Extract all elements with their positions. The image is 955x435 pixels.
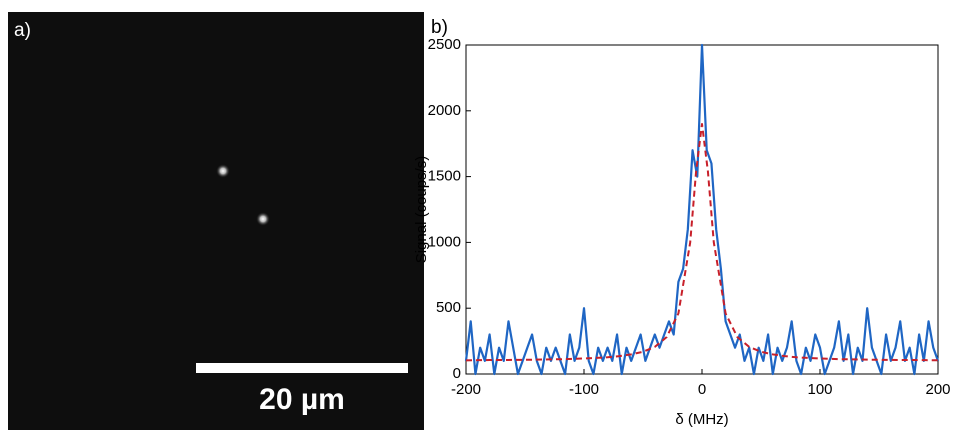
x-axis-label: δ (MHz) <box>675 411 728 428</box>
y-tick-label: 1500 <box>428 168 461 185</box>
x-tick-label: 0 <box>698 381 706 398</box>
panel-label: a) <box>14 20 31 41</box>
y-tick-label: 2500 <box>428 36 461 53</box>
y-tick-label: 1000 <box>428 233 461 250</box>
data-line <box>464 43 940 376</box>
fit-line <box>465 122 939 362</box>
atom-spot <box>256 212 270 226</box>
atom-spot <box>216 164 230 178</box>
y-tick-label: 2000 <box>428 102 461 119</box>
x-tick-label: 100 <box>807 381 832 398</box>
x-tick-label: -100 <box>569 381 599 398</box>
plot-frame <box>465 44 939 375</box>
scale-bar <box>196 363 408 373</box>
x-tick-label: -200 <box>451 381 481 398</box>
panel-label: b) <box>431 17 448 38</box>
y-tick-label: 0 <box>453 365 461 382</box>
scale-bar-label: 20 µm <box>259 383 345 416</box>
y-tick-label: 500 <box>436 299 461 316</box>
y-axis-label: Signal (coups/s) <box>413 156 430 264</box>
microscope-image <box>8 12 424 430</box>
x-tick-label: 200 <box>925 381 950 398</box>
